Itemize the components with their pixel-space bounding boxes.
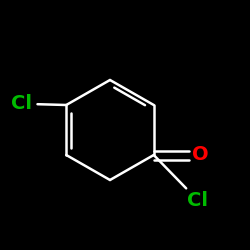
Text: Cl: Cl [187, 190, 208, 210]
Text: O: O [192, 146, 208, 165]
Text: Cl: Cl [11, 94, 32, 113]
